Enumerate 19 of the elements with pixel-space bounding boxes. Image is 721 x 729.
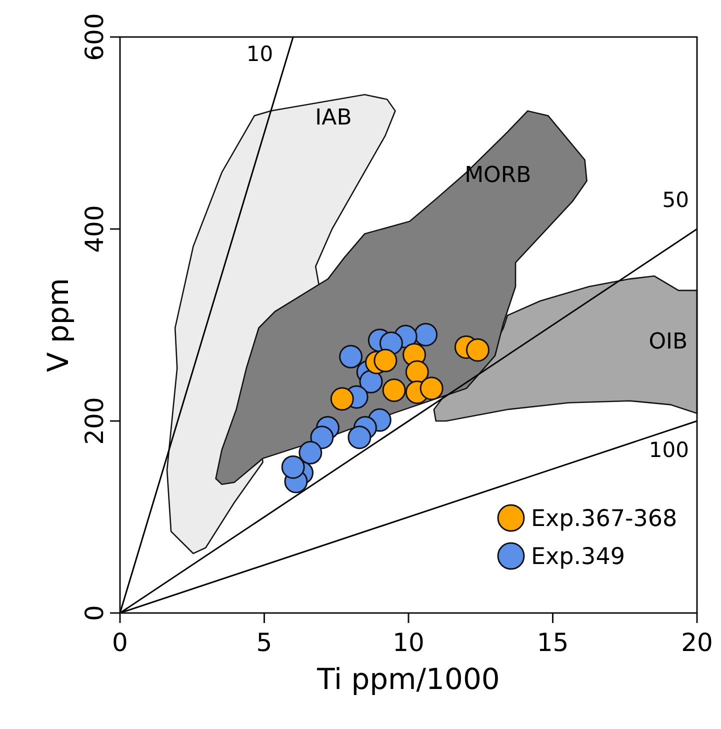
- series-label: 50: [662, 188, 689, 212]
- x-tick-label: 0: [112, 628, 128, 657]
- annotation: IAB: [315, 106, 352, 131]
- series-label: 10: [246, 42, 274, 66]
- x-axis-title: Ti ppm/1000: [316, 662, 500, 696]
- annotation: OIB: [648, 329, 688, 354]
- y-tick-label: 200: [80, 397, 109, 445]
- y-tick-label: 400: [80, 205, 109, 253]
- y-tick-label: 0: [80, 605, 109, 621]
- annotation: MORB: [464, 163, 532, 188]
- x-tick-label: 20: [681, 628, 713, 657]
- x-tick-label: 15: [536, 628, 569, 657]
- x-tick-label: 5: [256, 628, 272, 657]
- legend-label: Exp.349: [531, 544, 625, 570]
- series-label: 100: [648, 438, 689, 462]
- x-tick-label: 10: [392, 628, 424, 657]
- y-tick-label: 600: [80, 13, 109, 61]
- y-axis-title: V ppm: [41, 278, 75, 372]
- legend-label: Exp.367-368: [531, 506, 678, 532]
